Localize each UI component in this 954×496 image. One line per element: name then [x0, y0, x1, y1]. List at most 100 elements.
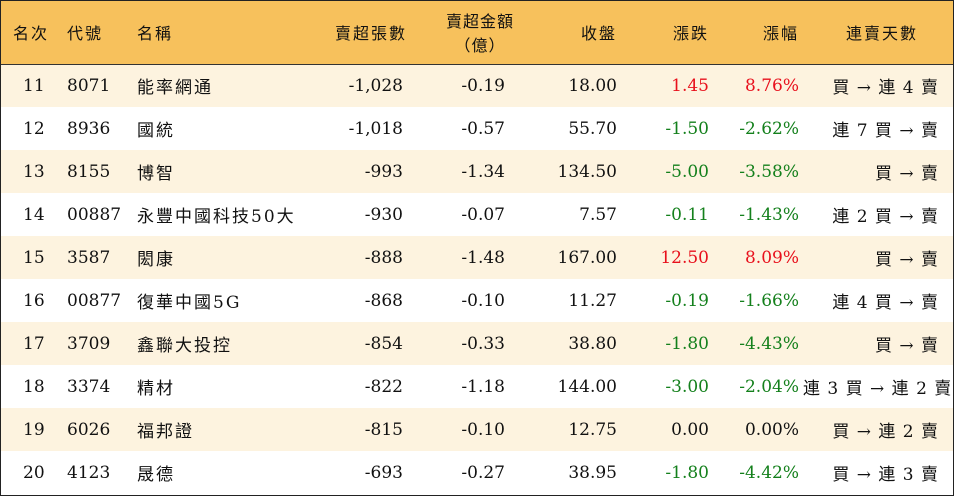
table-row: 19 6026 福邦證 -815 -0.10 12.75 0.00 0.00% 買 → 連 2 …	[1, 408, 953, 451]
streak-cell: 買 → 賣	[874, 336, 939, 356]
close-cell: 18.00	[568, 75, 617, 96]
change-cell: -3.00	[665, 376, 709, 397]
table-row: 17 3709 鑫聯大投控 -854 -0.33 38.80 -1.80 -4.43% 買 → …	[1, 322, 953, 365]
table-row: 11 8071 能率網通 -1,028 -0.19 18.00 1.45 8.76% 買 → 連…	[1, 64, 953, 107]
header-close: 收盤	[527, 1, 623, 65]
streak-cell: 買 → 連 2 賣	[832, 422, 939, 442]
name-cell: 精材	[137, 379, 175, 399]
name-cell: 博智	[137, 164, 175, 184]
code-cell: 3374	[67, 376, 111, 397]
rank-cell: 15	[23, 247, 45, 268]
table-row: 15 3587 閎康 -888 -1.48 167.00 12.50 8.09% 買 → 賣	[1, 236, 953, 279]
close-cell: 55.70	[568, 118, 617, 139]
streak-cell: 買 → 連 3 賣	[832, 465, 939, 485]
change-pct-cell: -4.43%	[739, 333, 799, 354]
change-pct-cell: 8.76%	[744, 75, 799, 96]
header-change: 漲跌	[623, 1, 713, 65]
table-row: 18 3374 精材 -822 -1.18 144.00 -3.00 -2.04% 連 3 買 …	[1, 365, 953, 408]
table-row: 14 00887 永豐中國科技50大 -930 -0.07 7.57 -0.11 -1.43%…	[1, 193, 953, 236]
code-cell: 3587	[67, 247, 111, 268]
code-cell: 4123	[67, 462, 111, 483]
header-name: 名稱	[133, 1, 301, 65]
net-sell-volume-cell: -822	[364, 376, 403, 397]
code-cell: 6026	[67, 419, 111, 440]
streak-cell: 連 7 買 → 賣	[832, 121, 939, 141]
name-cell: 國統	[137, 121, 175, 141]
name-cell: 晟德	[137, 465, 175, 485]
net-sell-volume-cell: -1,028	[348, 75, 403, 96]
net-sell-amount-cell: -1.48	[461, 247, 505, 268]
change-cell: -0.19	[665, 290, 709, 311]
net-sell-amount-cell: -0.19	[461, 75, 505, 96]
header-net-sell-volume: 賣超張數	[301, 1, 425, 65]
change-cell: -5.00	[665, 161, 709, 182]
header-net-sell-amount-line1: 賣超金額	[445, 12, 514, 32]
header-streak: 連賣天數	[803, 1, 953, 65]
streak-cell: 連 4 買 → 賣	[832, 293, 939, 313]
net-sell-volume-cell: -815	[364, 419, 403, 440]
table-row: 20 4123 晟德 -693 -0.27 38.95 -1.80 -4.42% 買 → 連 3…	[1, 451, 953, 494]
code-cell: 8071	[67, 75, 111, 96]
table-header: 名次 代號 名稱 賣超張數 賣超金額 （億） 收盤 漲跌 漲幅 連賣天數	[1, 1, 953, 65]
rank-cell: 11	[23, 75, 45, 96]
close-cell: 144.00	[557, 376, 617, 397]
name-cell: 復華中國5G	[137, 293, 242, 313]
name-cell: 鑫聯大投控	[137, 336, 232, 356]
net-sell-amount-cell: -0.10	[461, 419, 505, 440]
net-sell-volume-cell: -888	[364, 247, 403, 268]
close-cell: 134.50	[557, 161, 617, 182]
change-cell: -1.80	[665, 333, 709, 354]
header-change-pct: 漲幅	[713, 1, 803, 65]
change-cell: -1.50	[665, 118, 709, 139]
net-sell-volume-cell: -1,018	[348, 118, 403, 139]
change-pct-cell: -3.58%	[739, 161, 799, 182]
code-cell: 8155	[67, 161, 111, 182]
change-cell: -0.11	[665, 204, 709, 225]
table-row: 12 8936 國統 -1,018 -0.57 55.70 -1.50 -2.62% 連 7 買…	[1, 107, 953, 150]
close-cell: 11.27	[568, 290, 617, 311]
rank-cell: 18	[23, 376, 45, 397]
close-cell: 7.57	[579, 204, 617, 225]
streak-cell: 連 2 買 → 賣	[832, 207, 939, 227]
net-sell-volume-cell: -868	[364, 290, 403, 311]
net-sell-amount-cell: -0.27	[461, 462, 505, 483]
streak-cell: 買 → 連 4 賣	[832, 78, 939, 99]
name-cell: 閎康	[137, 250, 175, 270]
code-cell: 8936	[67, 118, 111, 139]
table-row: 13 8155 博智 -993 -1.34 134.50 -5.00 -3.58% 買 → 賣	[1, 150, 953, 193]
streak-cell: 買 → 賣	[874, 164, 939, 184]
net-sell-amount-cell: -0.57	[461, 118, 505, 139]
change-pct-cell: -1.43%	[739, 204, 799, 225]
close-cell: 12.75	[568, 419, 617, 440]
change-pct-cell: -1.66%	[739, 290, 799, 311]
code-cell: 3709	[67, 333, 111, 354]
name-cell: 永豐中國科技50大	[137, 207, 296, 227]
table-body: 11 8071 能率網通 -1,028 -0.19 18.00 1.45 8.76% 買 → 連…	[1, 64, 953, 494]
net-sell-amount-cell: -1.18	[461, 376, 505, 397]
rank-cell: 14	[23, 204, 45, 225]
streak-cell: 買 → 賣	[874, 250, 939, 270]
net-sell-amount-cell: -1.34	[461, 161, 505, 182]
rank-cell: 13	[23, 161, 45, 182]
close-cell: 38.80	[568, 333, 617, 354]
change-cell: -1.80	[665, 462, 709, 483]
change-pct-cell: -2.62%	[739, 118, 799, 139]
net-sell-amount-cell: -0.10	[461, 290, 505, 311]
name-cell: 能率網通	[137, 78, 213, 99]
header-rank: 名次	[1, 1, 63, 65]
close-cell: 167.00	[557, 247, 617, 268]
table-row: 16 00877 復華中國5G -868 -0.10 11.27 -0.19 -1.66% 連 …	[1, 279, 953, 322]
change-pct-cell: 0.00%	[744, 419, 799, 440]
net-sell-amount-cell: -0.33	[461, 333, 505, 354]
net-sell-volume-cell: -854	[364, 333, 403, 354]
change-pct-cell: -2.04%	[739, 376, 799, 397]
change-cell: 0.00	[671, 419, 709, 440]
change-cell: 12.50	[660, 247, 709, 268]
change-pct-cell: -4.42%	[739, 462, 799, 483]
close-cell: 38.95	[568, 462, 617, 483]
streak-cell: 連 3 買 → 連 2 賣	[803, 379, 953, 399]
header-net-sell-amount-line2: （億）	[454, 36, 506, 56]
code-cell: 00877	[67, 290, 122, 311]
